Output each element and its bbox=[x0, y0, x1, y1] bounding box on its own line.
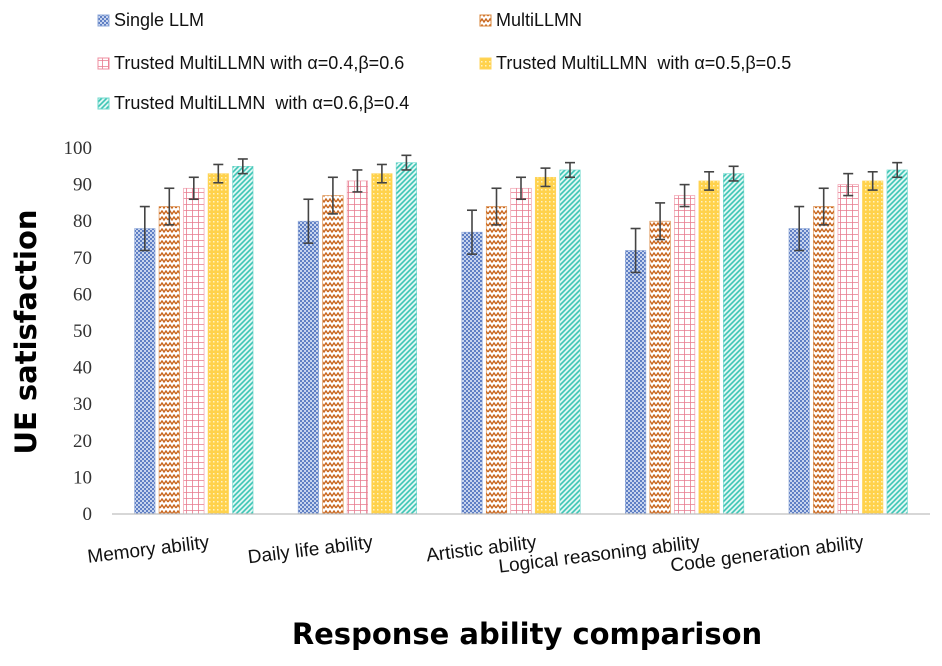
bar-3-3 bbox=[510, 187, 532, 515]
error-bars bbox=[139, 154, 903, 274]
bar-2-2 bbox=[322, 195, 344, 515]
bar-1-1 bbox=[134, 228, 156, 515]
x-tick-label: Memory ability bbox=[86, 532, 211, 568]
y-tick-label: 0 bbox=[83, 504, 93, 525]
legend-swatch bbox=[479, 57, 492, 70]
error-bar bbox=[352, 169, 363, 193]
bar-3-1 bbox=[183, 187, 205, 515]
x-axis: Memory ability Daily life ability Artistic… bbox=[86, 513, 930, 578]
error-bar bbox=[843, 172, 854, 197]
error-bar bbox=[655, 202, 666, 241]
y-axis: 0 10 20 30 40 50 60 70 80 90 100 bbox=[64, 138, 93, 525]
legend-label: MultiLLMN bbox=[496, 10, 582, 30]
bar-4-3 bbox=[534, 176, 557, 515]
bar-4-1 bbox=[207, 173, 229, 515]
legend-item: Trusted MultiLLMN with α=0.5,β=0.5 bbox=[479, 53, 791, 73]
legend-label: Trusted MultiLLMN with α=0.5,β=0.5 bbox=[496, 53, 791, 73]
legend-swatch bbox=[97, 97, 110, 110]
y-tick-label: 20 bbox=[73, 431, 92, 452]
error-bar bbox=[467, 209, 477, 255]
error-bar bbox=[794, 205, 805, 252]
bar-1-5 bbox=[788, 228, 810, 515]
error-bar bbox=[728, 165, 739, 182]
bar-4-2 bbox=[371, 173, 393, 515]
error-bar bbox=[327, 176, 338, 215]
error-bar bbox=[630, 227, 641, 274]
error-bar bbox=[540, 167, 551, 188]
y-tick-label: 40 bbox=[73, 358, 92, 379]
y-tick-label: 90 bbox=[73, 175, 92, 196]
error-bar bbox=[818, 187, 829, 226]
error-bar bbox=[303, 198, 314, 244]
bar-5-4 bbox=[723, 173, 745, 515]
legend-item: MultiLLMN bbox=[479, 10, 582, 30]
bar-3-2 bbox=[346, 180, 368, 515]
bar-3-5 bbox=[837, 184, 859, 515]
error-bar bbox=[565, 161, 575, 179]
legend-item: Trusted MultiLLMN with α=0.6,β=0.4 bbox=[97, 93, 409, 113]
x-axis-title: Response ability comparison bbox=[292, 617, 762, 651]
bar-5-2 bbox=[395, 162, 417, 515]
error-bar bbox=[679, 183, 690, 208]
error-bar bbox=[491, 187, 502, 226]
bar-1-3 bbox=[461, 231, 483, 515]
error-bar bbox=[188, 176, 199, 201]
error-bar bbox=[164, 187, 175, 226]
y-axis-title: UE satisfaction bbox=[9, 209, 43, 454]
legend-label: Trusted MultiLLMN with α=0.6,β=0.4 bbox=[114, 93, 409, 113]
y-tick-label: 60 bbox=[73, 284, 92, 305]
error-bar bbox=[237, 158, 248, 175]
x-tick-label: Daily life ability bbox=[247, 532, 375, 568]
y-tick-label: 30 bbox=[73, 394, 92, 415]
error-bar bbox=[892, 161, 903, 179]
bar-2-4 bbox=[649, 220, 671, 515]
legend: Single LLM MultiLLMN Trusted MultiLLMN wit… bbox=[97, 10, 791, 113]
error-bar bbox=[867, 170, 878, 191]
y-tick-label: 70 bbox=[73, 248, 92, 269]
legend-item: Single LLM bbox=[97, 10, 204, 30]
y-tick-label: 10 bbox=[73, 467, 92, 488]
legend-item: Trusted MultiLLMN with α=0.4,β=0.6 bbox=[97, 53, 404, 73]
bar-1-4 bbox=[625, 250, 647, 515]
bar-2-5 bbox=[813, 206, 835, 515]
bar-5-5 bbox=[886, 169, 908, 515]
legend-swatch bbox=[97, 14, 110, 27]
error-bar bbox=[516, 176, 526, 201]
legend-label: Single LLM bbox=[114, 10, 204, 30]
error-bar bbox=[213, 163, 224, 184]
bars bbox=[134, 162, 908, 515]
bar-3-4 bbox=[674, 195, 696, 515]
error-bar bbox=[139, 205, 150, 252]
error-bar bbox=[704, 170, 715, 191]
legend-swatch bbox=[97, 57, 110, 70]
error-bar bbox=[376, 163, 387, 184]
y-tick-label: 100 bbox=[64, 138, 93, 159]
bar-2-1 bbox=[158, 206, 180, 515]
bar-5-3 bbox=[559, 169, 581, 515]
bar-1-2 bbox=[297, 220, 319, 515]
bar-4-4 bbox=[698, 180, 720, 515]
y-tick-label: 50 bbox=[73, 321, 92, 342]
bar-2-3 bbox=[485, 206, 508, 515]
bar-5-1 bbox=[232, 166, 254, 515]
y-tick-label: 80 bbox=[73, 211, 92, 232]
bar-4-5 bbox=[862, 180, 884, 515]
error-bar bbox=[401, 154, 412, 171]
legend-label: Trusted MultiLLMN with α=0.4,β=0.6 bbox=[114, 53, 404, 73]
legend-swatch bbox=[479, 14, 492, 27]
